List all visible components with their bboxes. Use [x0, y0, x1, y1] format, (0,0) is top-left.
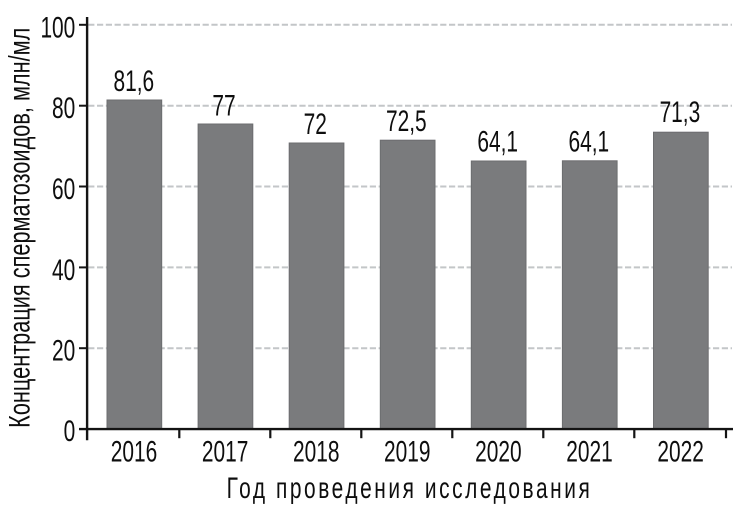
svg-text:Концентрация сперматозоидов, м: Концентрация сперматозоидов, млн/мл — [2, 28, 36, 428]
svg-text:Год проведения исследования: Год проведения исследования — [227, 473, 593, 505]
svg-text:0: 0 — [64, 415, 76, 447]
svg-text:2019: 2019 — [384, 436, 430, 468]
svg-text:2020: 2020 — [475, 436, 521, 468]
svg-text:77: 77 — [212, 90, 235, 122]
svg-text:64,1: 64,1 — [568, 126, 609, 158]
svg-text:100: 100 — [40, 12, 75, 44]
svg-text:72: 72 — [304, 109, 327, 141]
svg-text:60: 60 — [52, 173, 75, 205]
svg-text:2022: 2022 — [657, 436, 703, 468]
svg-text:81,6: 81,6 — [113, 65, 154, 97]
svg-text:71,3: 71,3 — [660, 97, 701, 129]
svg-text:2016: 2016 — [111, 436, 157, 468]
svg-text:2018: 2018 — [293, 436, 339, 468]
svg-text:2017: 2017 — [202, 436, 248, 468]
svg-text:2021: 2021 — [566, 436, 612, 468]
svg-text:80: 80 — [52, 93, 75, 125]
svg-text:40: 40 — [52, 254, 75, 286]
svg-text:20: 20 — [52, 335, 75, 367]
svg-text:72,5: 72,5 — [386, 106, 427, 138]
svg-text:64,1: 64,1 — [477, 126, 518, 158]
